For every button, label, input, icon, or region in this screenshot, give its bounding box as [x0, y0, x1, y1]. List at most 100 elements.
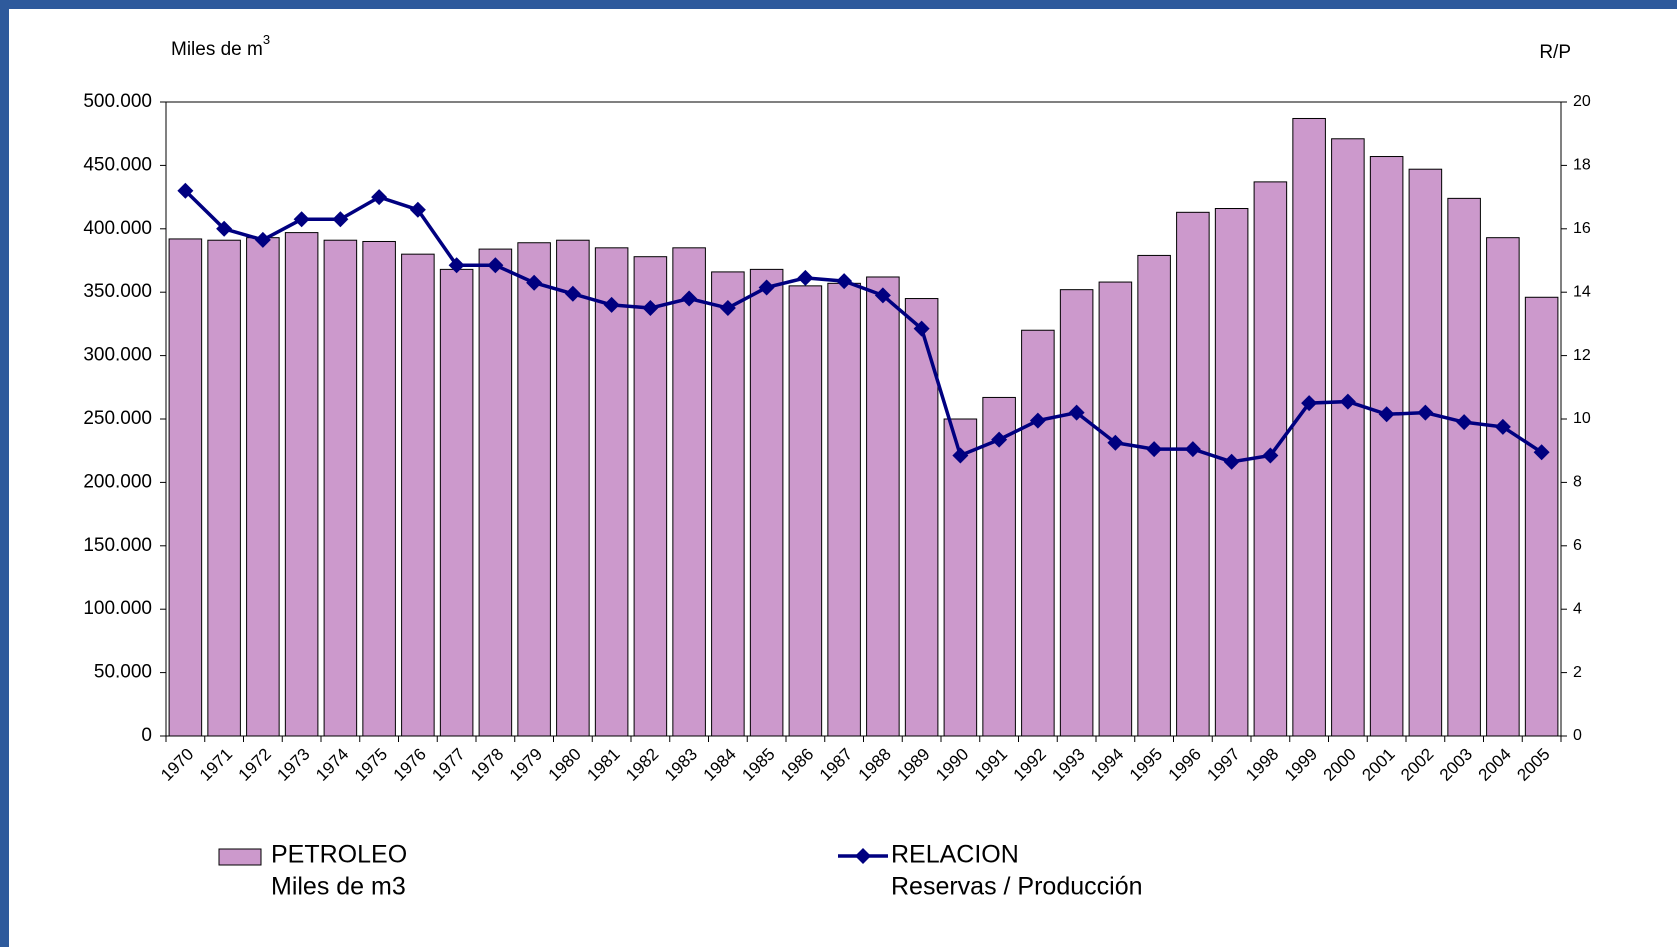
y-axis-title: Miles de m3: [171, 32, 270, 60]
line-marker: [952, 447, 969, 464]
bar: [1524, 296, 1559, 737]
y-axis-title-sup: 3: [263, 32, 270, 47]
y2-tick-label: 6: [1573, 537, 1582, 554]
y-tick-label: 100.000: [83, 598, 152, 619]
line-marker: [177, 182, 194, 199]
bar: [401, 253, 435, 737]
y-tick-label: 150.000: [83, 535, 152, 556]
bar: [439, 268, 474, 737]
y2-tick-label: 0: [1573, 727, 1582, 744]
line-marker: [216, 220, 233, 237]
line-marker: [409, 201, 426, 218]
y2-tick-label: 16: [1573, 220, 1591, 237]
line-marker: [1378, 406, 1395, 423]
line-marker: [526, 274, 543, 291]
bar: [1214, 208, 1249, 737]
bar: [672, 247, 706, 737]
y-tick-label: 400.000: [83, 218, 152, 239]
y2-tick-label: 10: [1573, 410, 1591, 427]
bar: [827, 282, 861, 737]
bar: [788, 285, 823, 737]
y2-tick-label: 2: [1573, 664, 1582, 681]
bar: [168, 238, 203, 737]
y-tick-label: 200.000: [83, 471, 152, 492]
legend-sublabel: Reservas / Producción: [891, 873, 1143, 901]
bar: [594, 247, 629, 737]
line-marker: [1146, 441, 1163, 458]
bar: [1369, 156, 1404, 737]
line-marker: [1107, 434, 1124, 451]
y-tick-label: 0: [141, 725, 152, 746]
legend-label: PETROLEO: [271, 841, 407, 869]
line-marker: [1262, 447, 1279, 464]
bar: [749, 268, 784, 737]
y-tick-label: 300.000: [83, 345, 152, 366]
bar: [207, 239, 241, 737]
y-tick-label: 450.000: [83, 154, 152, 175]
y2-tick-label: 18: [1573, 157, 1591, 174]
y-tick-label: 500.000: [83, 91, 152, 112]
bar: [246, 237, 280, 737]
y-tick-label: 250.000: [83, 408, 152, 429]
line-marker: [371, 189, 388, 206]
legend-sublabel: Miles de m3: [271, 873, 406, 901]
bar: [1176, 211, 1210, 737]
bar: [711, 271, 745, 737]
y-tick-label: 50.000: [94, 662, 152, 683]
line-marker: [681, 290, 698, 307]
bar: [1486, 237, 1520, 737]
y2-tick-label: 8: [1573, 474, 1582, 491]
line-marker: [991, 431, 1008, 448]
y2-axis-title: R/P: [1539, 42, 1571, 63]
line-marker: [1339, 393, 1356, 410]
line-marker: [1494, 418, 1511, 435]
line-marker: [603, 296, 620, 313]
bar: [982, 396, 1016, 737]
y2-tick-label: 12: [1573, 347, 1591, 364]
bar: [1331, 138, 1365, 737]
line-marker: [1533, 444, 1550, 461]
y2-tick-label: 14: [1573, 283, 1591, 300]
bar: [1447, 197, 1481, 737]
bar: [517, 242, 551, 737]
legend-label: RELACION: [891, 841, 1019, 869]
line-marker: [1029, 412, 1046, 429]
line-marker: [1456, 414, 1473, 431]
line-marker: [487, 257, 504, 274]
bar: [633, 256, 668, 737]
line-marker: [293, 211, 310, 228]
line-marker: [642, 300, 659, 317]
bar: [478, 248, 513, 737]
bar: [943, 418, 978, 737]
line-marker: [254, 231, 271, 248]
bar: [1292, 117, 1326, 737]
y-axis-title-text: Miles de m: [171, 39, 263, 60]
line-marker: [1223, 453, 1240, 470]
legend-swatch: [218, 848, 262, 866]
line-marker: [913, 320, 930, 337]
bar: [1059, 289, 1094, 737]
line-marker: [797, 269, 814, 286]
y2-tick-label: 4: [1573, 600, 1582, 617]
line-marker: [1068, 404, 1085, 421]
line-marker: [1301, 395, 1318, 412]
bar: [1098, 281, 1133, 737]
y-tick-label: 350.000: [83, 281, 152, 302]
bar: [323, 239, 358, 737]
bar: [362, 240, 396, 737]
line-marker: [1184, 441, 1201, 458]
line-marker: [564, 285, 581, 302]
line-marker: [719, 300, 736, 317]
line-marker: [874, 287, 891, 304]
line-marker: [332, 211, 349, 228]
line-marker: [758, 279, 775, 296]
line-marker: [836, 273, 853, 290]
bar: [1137, 254, 1171, 737]
bar: [556, 239, 590, 737]
y2-tick-label: 20: [1573, 93, 1591, 110]
bar: [1021, 329, 1055, 737]
legend-swatch-marker: [855, 848, 871, 864]
bar: [284, 232, 319, 737]
